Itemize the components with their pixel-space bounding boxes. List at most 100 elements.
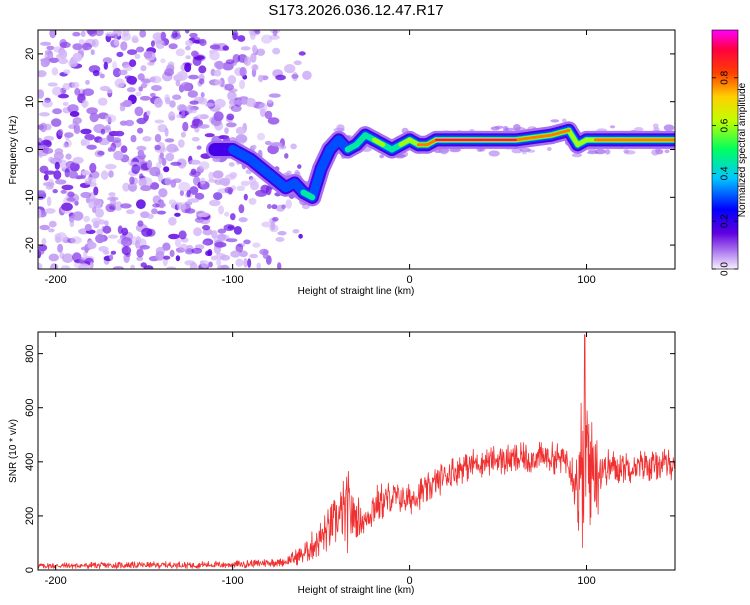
spectrogram-noise-blob (194, 192, 205, 200)
spectrogram-noise-blob (149, 182, 160, 190)
spectrogram-noise-blob (243, 258, 248, 268)
spectrogram-noise-blob (108, 234, 118, 239)
spectrogram-noise-blob (130, 134, 137, 143)
spectrogram-haze-blob (652, 123, 659, 129)
spectrogram-noise-blob (177, 201, 186, 211)
spectrogram-noise-blob (125, 209, 135, 215)
spectrogram-noise-blob (210, 255, 219, 261)
colorbar-tick-label: 0.2 (720, 214, 731, 228)
spectrogram-haze-blob (488, 150, 500, 157)
snr-panel: -200 -100 0 100 0 200 400 600 800 Height of str… (8, 331, 676, 596)
spectrogram-noise-blob (180, 81, 192, 92)
spectrogram-noise-blob (262, 249, 269, 259)
spectrogram-noise-blob (166, 266, 177, 269)
spectrogram-noise-blob (105, 32, 115, 37)
spectrogram-noise-blob (51, 118, 62, 127)
spectrogram-noise-blob (278, 145, 287, 150)
spectrogram-noise-blob (39, 112, 50, 117)
spectrogram-noise-blob (298, 51, 306, 56)
spectrogram-noise-blob (59, 49, 68, 60)
x-tick-label: -100 (222, 274, 244, 286)
spectrogram-noise-blob (62, 82, 71, 91)
spectrogram-noise-blob (212, 170, 224, 179)
spectrogram-noise-blob (46, 196, 52, 207)
spectrogram-noise-blob (247, 258, 252, 268)
spectrogram-noise-blob (235, 134, 248, 144)
spectrogram-noise-blob (70, 236, 82, 244)
spectrogram-noise-blob (284, 153, 289, 159)
spectrogram-noise-blob (225, 238, 238, 243)
spectrogram-noise-blob (48, 253, 59, 262)
spectrogram-noise-blob (204, 133, 215, 138)
spectrogram-noise-blob (189, 171, 201, 177)
spectrogram-noise-blob (236, 98, 242, 106)
spectrogram-noise-blob (179, 243, 188, 251)
spectrogram-noise-blob (187, 198, 200, 203)
spectrogram-noise-blob (240, 180, 250, 187)
spectrogram-noise-blob (157, 124, 168, 133)
spectrogram-noise-blob (46, 45, 55, 51)
spectrogram-noise-blob (261, 221, 273, 228)
spectrogram-noise-blob (44, 123, 52, 131)
spectrogram-x-ticks: -200 -100 0 100 (45, 30, 596, 286)
spectrogram-noise-blob (168, 43, 178, 50)
spectrogram-noise-blob (270, 220, 276, 231)
spectrogram-noise-blob (256, 262, 262, 269)
spectrogram-noise-blob (187, 90, 198, 98)
spectrogram-noise-blob (129, 59, 137, 67)
spectrogram-noise-blob (62, 253, 74, 264)
spectrogram-noise-blob (186, 104, 193, 114)
spectrogram-noise-blob (214, 98, 226, 108)
spectrogram-noise-blob (214, 241, 227, 248)
spectrogram-noise-blob (124, 119, 135, 127)
spectrogram-noise-blob (86, 144, 97, 150)
y-tick-label: 600 (24, 399, 36, 417)
spectrogram-noise-blob (78, 39, 85, 45)
spectrogram-noise-blob (175, 80, 181, 87)
spectrogram-noise-blob (47, 82, 58, 87)
spectrogram-noise-blob (110, 250, 117, 255)
spectrogram-noise-blob (266, 99, 273, 104)
spectrogram-noise-blob (41, 238, 47, 246)
spectrogram-noise-blob (245, 97, 256, 107)
spectrogram-noise-blob (176, 114, 183, 119)
spectrogram-noise-blob (140, 82, 148, 89)
spectrogram-noise-blob (73, 126, 81, 134)
spectrogram-noise-blob (136, 145, 147, 152)
spectrogram-noise-blob (230, 250, 241, 258)
spectrogram-noise-blob (48, 220, 57, 228)
snr-x-ticks: -200 -100 0 100 (45, 332, 596, 587)
spectrogram-noise-blob (124, 75, 133, 80)
spectrogram-noise-blob (43, 174, 49, 181)
spectrogram-noise-blob (107, 136, 115, 143)
spectrogram-noise-blob (81, 42, 93, 51)
colorbar-tick-label: 0.0 (720, 262, 731, 276)
spectrogram-noise-blob (239, 250, 248, 258)
spectrogram-noise-blob (97, 97, 108, 106)
spectrogram-noise-blob (136, 256, 144, 262)
spectrogram-noise-blob (137, 150, 145, 157)
spectrogram-noise-blob (152, 32, 164, 41)
spectrogram-noise-blob (96, 228, 104, 236)
spectrogram-noise-blob (267, 204, 272, 209)
y-tick-label: 20 (24, 48, 36, 60)
spectrogram-noise-blob (197, 124, 210, 129)
spectrogram-haze-blob (594, 148, 606, 155)
spectrogram-noise-blob (285, 199, 292, 209)
spectrogram-noise-blob (189, 186, 199, 195)
spectrogram-noise-blob (160, 31, 166, 42)
spectrogram-noise-blob (264, 140, 272, 146)
spectrogram-noise-blob (199, 177, 206, 185)
spectrogram-noise-blob (243, 239, 251, 245)
colorbar-tick-label: 0.8 (720, 70, 731, 84)
spectrogram-noise-blob (112, 266, 124, 269)
spectrogram-noise-blob (150, 40, 155, 47)
spectrogram-noise-blob (89, 162, 97, 173)
spectrogram-noise-blob (55, 179, 67, 185)
spectrogram-noise-blob (72, 117, 82, 125)
spectrogram-noise-blob (251, 144, 257, 150)
spectrogram-ridge-segment (425, 138, 438, 147)
spectrogram-y-ticks: -20 -10 0 10 20 (24, 48, 675, 253)
colorbar-gradient (712, 30, 738, 269)
